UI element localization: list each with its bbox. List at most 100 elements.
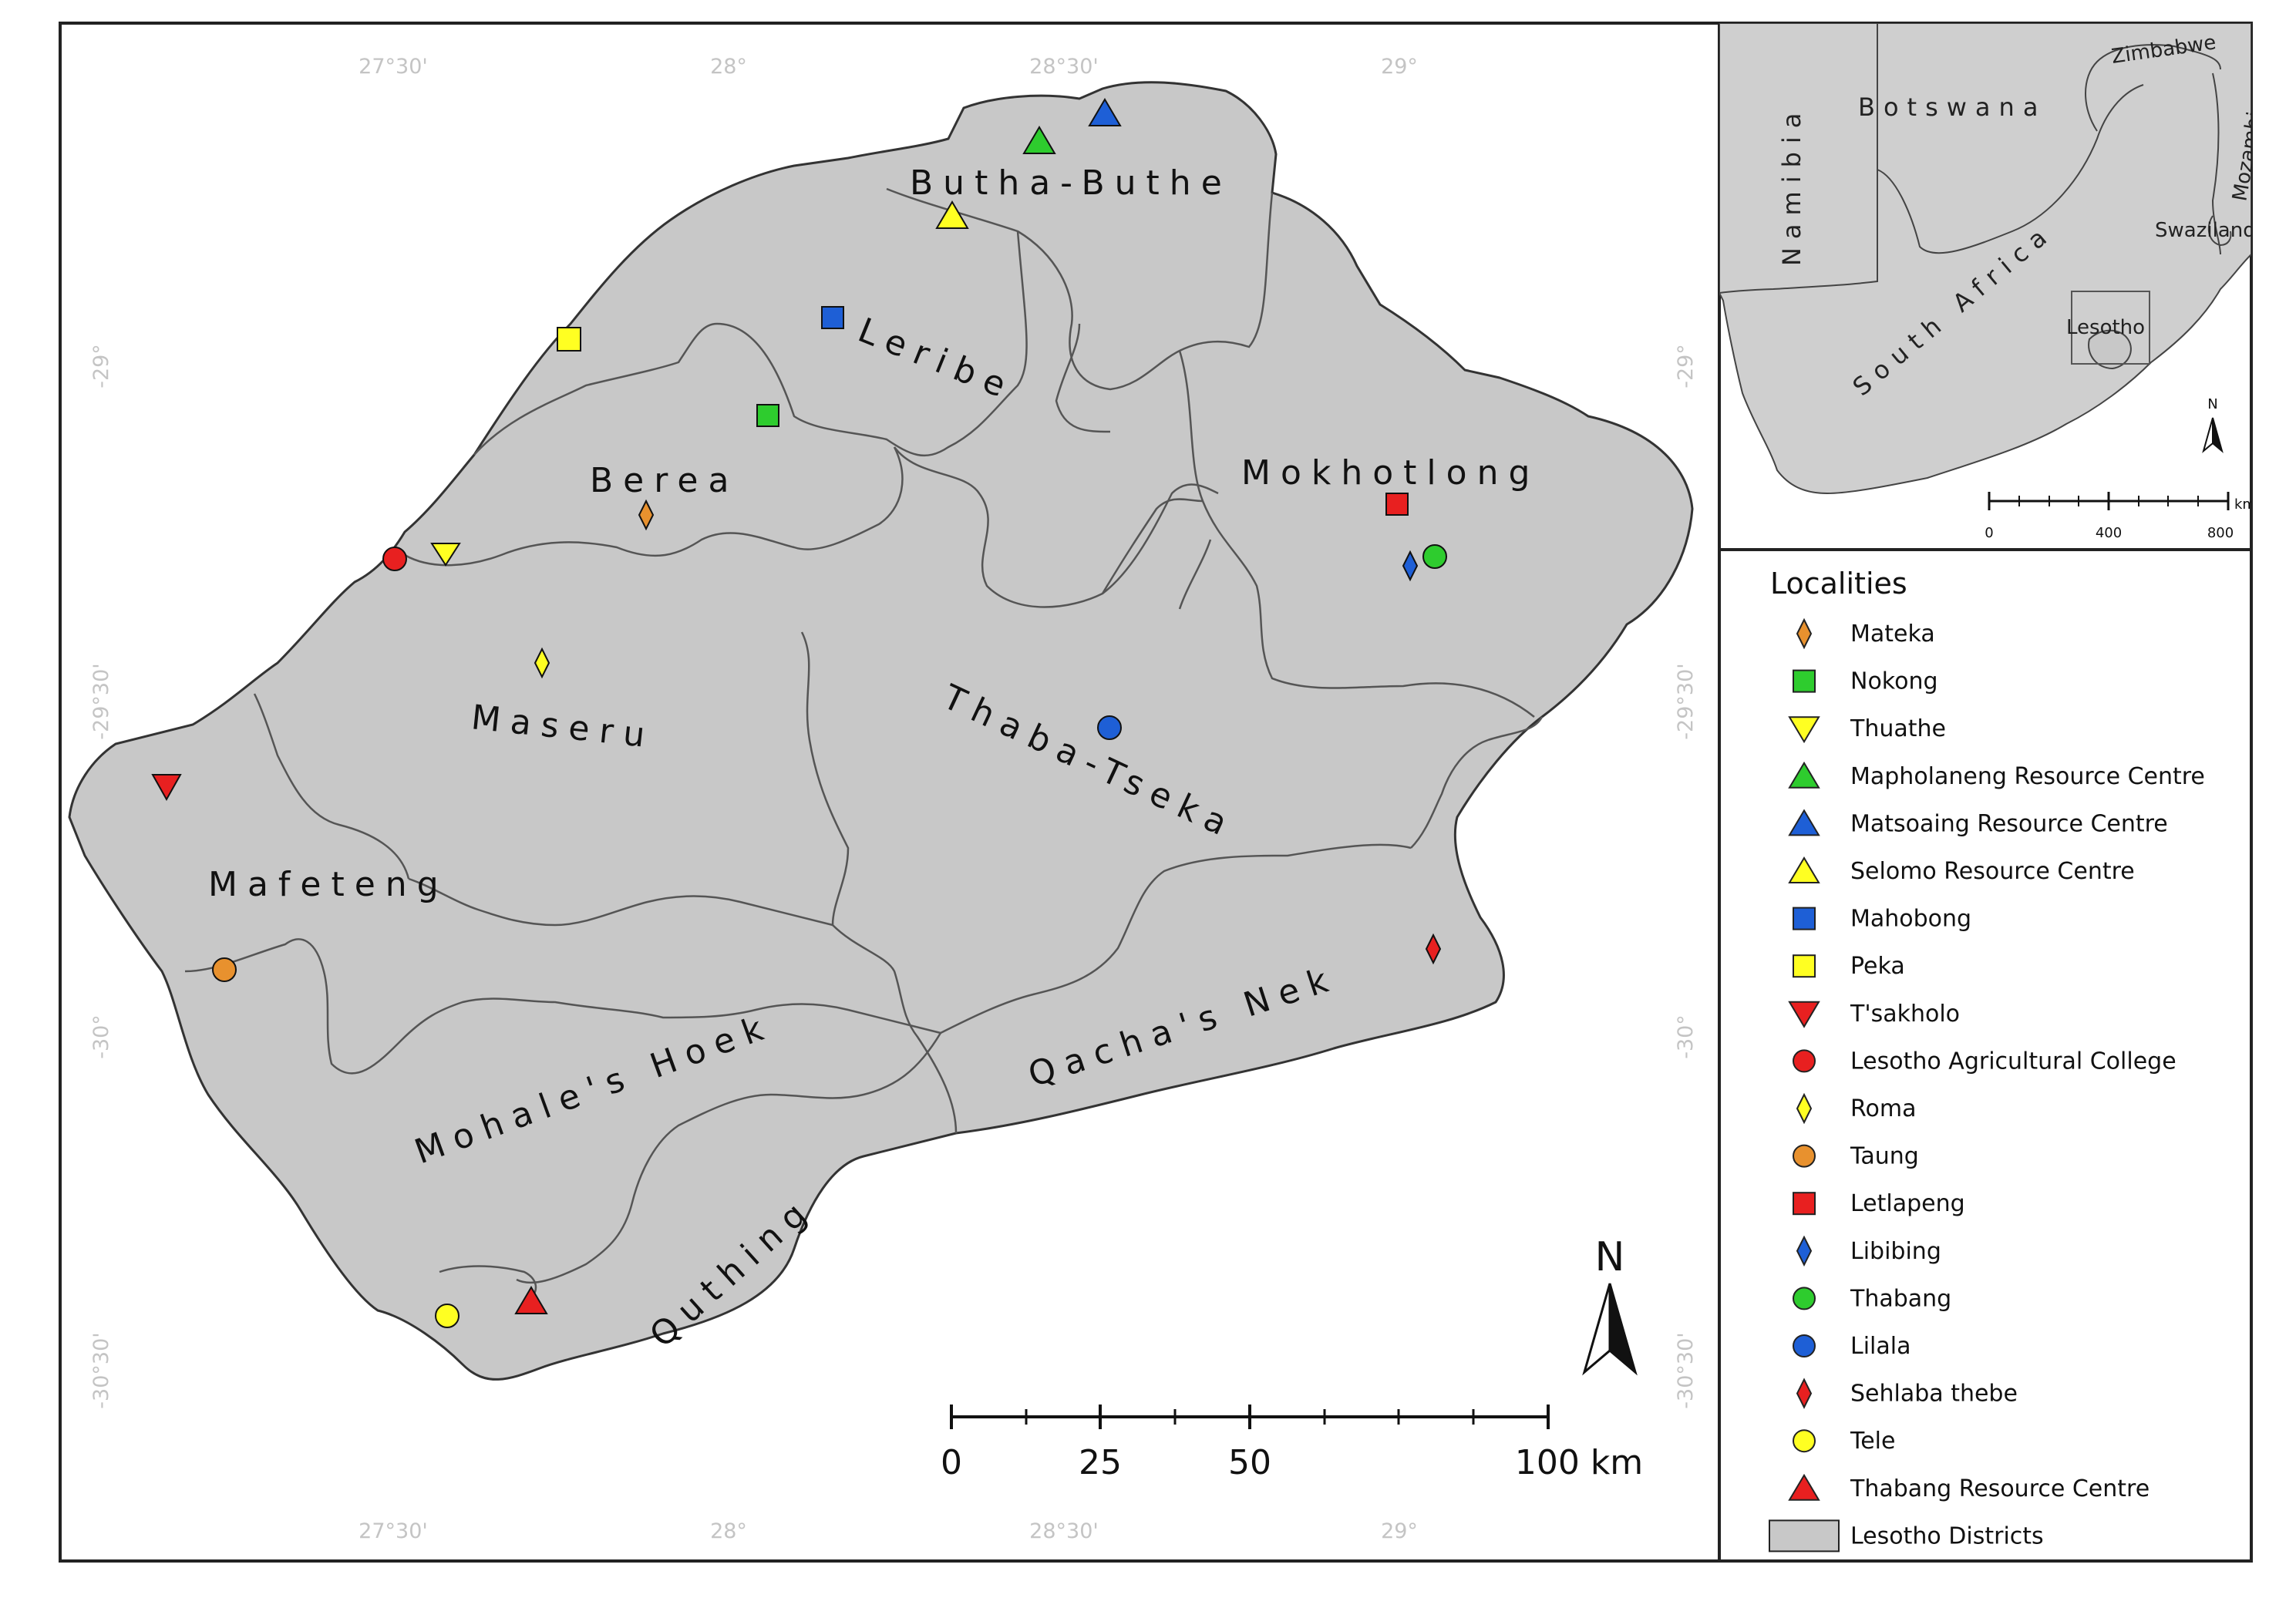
lat-label: -30°30' bbox=[89, 1332, 113, 1408]
marker-roma bbox=[534, 647, 550, 679]
legend-symbol-circle bbox=[1793, 1429, 1816, 1453]
north-arrow: N bbox=[1582, 1234, 1638, 1376]
legend-item: Nokong bbox=[1793, 668, 1938, 695]
legend-label: Tele bbox=[1850, 1428, 1895, 1455]
lat-label: -30° bbox=[89, 1014, 113, 1059]
inset-scale-label: 0 bbox=[1985, 525, 1993, 541]
marker-tsakholo bbox=[151, 774, 182, 802]
legend: Localities Mateka Nokong Thuathe Mapholanen… bbox=[1769, 567, 2205, 1553]
legend-label: Thabang Resource Centre bbox=[1850, 1475, 2150, 1502]
legend-item: Peka bbox=[1793, 953, 1905, 980]
legend-symbol-triangle-down bbox=[1788, 716, 1820, 744]
inset-lesotho-frame bbox=[2071, 291, 2150, 365]
legend-label: Selomo Resource Centre bbox=[1850, 858, 2135, 885]
legend-symbol-square bbox=[1793, 669, 1816, 693]
legend-symbol-circle bbox=[1793, 1049, 1816, 1073]
marker-matsoaing bbox=[1088, 98, 1122, 126]
inset-scale-unit: km bbox=[2234, 496, 2256, 513]
legend-symbol-circle bbox=[1793, 1287, 1816, 1310]
inset-north-right bbox=[2212, 417, 2224, 453]
scale-label: 50 bbox=[1228, 1443, 1271, 1482]
inset-label-namibia: Namibia bbox=[1777, 105, 1806, 266]
lat-label: -29°30' bbox=[89, 663, 113, 739]
lat-label: -29°30' bbox=[1674, 663, 1698, 739]
inset-scale-bar: km 0 400 800 bbox=[1985, 492, 2256, 541]
legend-label: Mapholaneng Resource Centre bbox=[1850, 763, 2205, 790]
marker-letlapeng bbox=[1385, 493, 1409, 516]
legend-symbol-circle bbox=[1793, 1334, 1816, 1357]
marker-libibing bbox=[1402, 550, 1419, 582]
legend-item: Taung bbox=[1793, 1143, 1919, 1170]
inset-label-botswana: Botswana bbox=[1858, 93, 2046, 122]
legend-symbol-triangle bbox=[1788, 1473, 1820, 1501]
legend-item: Mateka bbox=[1796, 617, 1935, 650]
legend-item: Matsoaing Resource Centre bbox=[1788, 809, 2168, 837]
legend-symbol-diamond bbox=[1796, 1092, 1813, 1125]
north-arrow-label: N bbox=[1595, 1234, 1625, 1280]
inset-north-arrow: N bbox=[2202, 396, 2224, 453]
legend-label: Taung bbox=[1850, 1143, 1919, 1170]
lat-label: -30°30' bbox=[1674, 1332, 1698, 1408]
legend-label: Roma bbox=[1850, 1095, 1916, 1122]
marker-nokong bbox=[756, 404, 779, 427]
legend-item: Thabang bbox=[1793, 1285, 1951, 1312]
legend-label: Lesotho Districts bbox=[1850, 1522, 2044, 1549]
legend-symbol-square bbox=[1793, 1192, 1816, 1216]
inset-land bbox=[1719, 23, 2251, 495]
scale-label: 25 bbox=[1079, 1443, 1122, 1482]
legend-item: Mahobong bbox=[1793, 906, 1971, 933]
marker-mahobong bbox=[821, 306, 844, 329]
inset-label-lesotho: Lesotho bbox=[2066, 316, 2145, 339]
inset-scale-label: 800 bbox=[2207, 525, 2234, 541]
legend-label: Nokong bbox=[1850, 668, 1938, 695]
marker-lesotho-agricultural-college bbox=[382, 547, 407, 571]
lon-label: 27°30' bbox=[359, 1519, 428, 1543]
lon-label: 29° bbox=[1381, 1519, 1418, 1543]
legend-label: Sehlaba thebe bbox=[1850, 1381, 2018, 1408]
legend-label: Matsoaing Resource Centre bbox=[1850, 810, 2168, 837]
legend-item: Tele bbox=[1793, 1428, 1895, 1455]
legend-item: Letlapeng bbox=[1793, 1190, 1965, 1217]
legend-item: Thuathe bbox=[1788, 715, 1946, 744]
legend-symbol-circle bbox=[1793, 1144, 1816, 1168]
north-arrow-right bbox=[1608, 1283, 1638, 1376]
legend-symbol-diamond bbox=[1796, 617, 1813, 650]
legend-label: Libibing bbox=[1850, 1238, 1941, 1265]
legend-label: T'sakholo bbox=[1850, 1001, 1960, 1028]
inset-north-label: N bbox=[2207, 396, 2217, 412]
lat-label: -29° bbox=[89, 344, 113, 389]
lon-label: 28° bbox=[710, 1519, 747, 1543]
inset-scale-label: 400 bbox=[2096, 525, 2122, 541]
marker-sehlaba-thebe bbox=[1425, 933, 1442, 965]
legend-item: Mapholaneng Resource Centre bbox=[1788, 761, 2205, 790]
lon-label: 28° bbox=[710, 55, 747, 79]
legend-symbol-triangle bbox=[1788, 761, 1820, 789]
legend-symbol-diamond bbox=[1796, 1235, 1813, 1267]
inset-borders bbox=[1719, 23, 2232, 370]
main-map: 27°30' 28° 28°30' 29° 27°30' 28° 28°30' … bbox=[68, 55, 1698, 1543]
district-label-butha-buthe: Butha-Buthe bbox=[910, 163, 1232, 203]
legend-label: Mahobong bbox=[1850, 906, 1971, 933]
legend-label: Thuathe bbox=[1850, 715, 1946, 742]
marker-thabang bbox=[1422, 544, 1447, 569]
legend-title: Localities bbox=[1770, 567, 1907, 601]
district-label-berea: Berea bbox=[590, 461, 739, 500]
scale-label: 0 bbox=[941, 1443, 962, 1482]
legend-symbol-triangle-down bbox=[1788, 1001, 1820, 1028]
legend-label: Mateka bbox=[1850, 621, 1935, 648]
scale-bar: 0 25 50 100 km bbox=[941, 1405, 1643, 1482]
legend-symbol-triangle bbox=[1788, 809, 1820, 836]
lat-label: -29° bbox=[1674, 344, 1698, 389]
lesotho-outline bbox=[68, 81, 1694, 1381]
lon-label: 29° bbox=[1381, 55, 1418, 79]
marker-mapholaneng bbox=[1022, 126, 1056, 154]
marker-thuathe bbox=[430, 543, 461, 567]
scale-label: 100 km bbox=[1515, 1443, 1643, 1482]
legend-label: Lesotho Agricultural College bbox=[1850, 1048, 2176, 1075]
legend-item: Lesotho Districts bbox=[1769, 1519, 2044, 1553]
lon-label: 27°30' bbox=[359, 55, 428, 79]
marker-mateka bbox=[638, 499, 655, 531]
legend-label: Lilala bbox=[1850, 1333, 1911, 1360]
inset-map: Namibia Botswana Zimbabwe Mozambique Swa… bbox=[1719, 23, 2256, 541]
